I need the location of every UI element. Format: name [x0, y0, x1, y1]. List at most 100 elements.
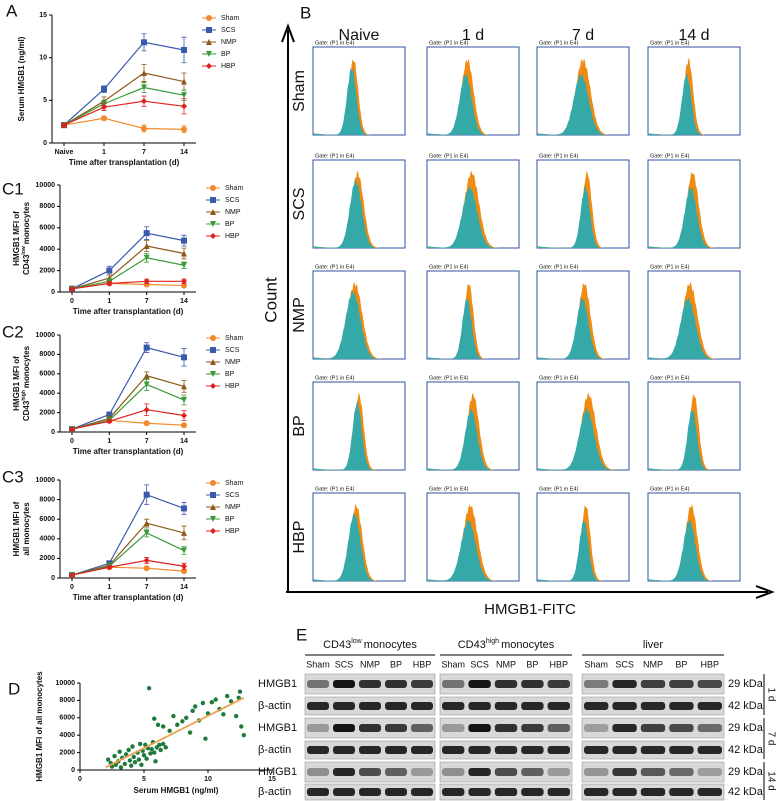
y-tick-label: 4000 — [39, 390, 55, 397]
legend-marker — [210, 335, 216, 341]
y-axis-label: HMGB1 MFI ofCD43low monocytes — [12, 201, 31, 275]
series-line — [63, 86, 185, 126]
gate-label: Gate: (P1 in E4) — [315, 264, 355, 270]
blot-band — [697, 746, 722, 754]
scatter-point — [118, 765, 124, 770]
y-axis-label-line: HMGB1 MFI of — [12, 356, 21, 411]
marker — [181, 422, 187, 429]
y-tick-label: 15 — [39, 12, 47, 19]
column-label: 7 d — [572, 27, 594, 44]
series-line — [63, 100, 185, 126]
scatter-point — [175, 722, 180, 727]
x-tick-label: 1 — [102, 149, 106, 156]
x-tick-label: 14 — [180, 584, 188, 591]
scatter-point — [228, 699, 234, 704]
blot-band — [584, 702, 609, 710]
gate-label: Gate: (P1 in E4) — [650, 40, 690, 46]
legend-label: BP — [225, 516, 235, 523]
marker — [143, 344, 150, 351]
y-tick-label: 10000 — [36, 182, 56, 189]
fit-line — [105, 696, 245, 769]
row-label: β-actin — [258, 744, 291, 756]
legend-marker — [210, 371, 216, 377]
lane-label: Sham — [306, 659, 330, 669]
blot-band — [385, 724, 407, 732]
histogram-teal — [537, 298, 629, 359]
marker — [69, 285, 75, 292]
blot-band — [307, 746, 329, 754]
marker — [143, 406, 150, 413]
legend-label: Sham — [221, 15, 239, 22]
blot-band — [669, 680, 694, 688]
y-tick-label: 8000 — [59, 697, 75, 704]
legend-label: Sham — [225, 335, 243, 342]
blot-band — [584, 724, 609, 732]
blot-band — [359, 746, 381, 754]
y-axis-label-line: monocytes — [22, 345, 31, 388]
blot-band — [468, 746, 491, 754]
marker — [181, 92, 187, 99]
marker — [106, 564, 113, 571]
lane-label: SCS — [615, 659, 634, 669]
marker — [143, 565, 150, 572]
blot-band — [385, 746, 407, 754]
y-tick-label: 0 — [51, 575, 55, 582]
blot-band — [612, 746, 637, 754]
histogram-teal — [313, 179, 405, 248]
histogram-teal — [537, 408, 629, 470]
blot-band — [612, 788, 637, 796]
series-line — [71, 280, 184, 290]
scatter-point — [137, 741, 143, 747]
legend-label: SCS — [225, 492, 240, 499]
x-axis-label: Time after transplantation (d) — [73, 593, 184, 602]
histogram-teal — [427, 299, 519, 359]
marker — [143, 381, 150, 388]
column-label: 14 d — [678, 27, 709, 44]
blot-band — [411, 788, 433, 796]
gate-label: Gate: (P1 in E4) — [315, 153, 355, 159]
blot-band — [442, 680, 465, 688]
y-axis-label-line: HMGB1 MFI of — [12, 501, 21, 556]
gate-label: Gate: (P1 in E4) — [429, 153, 469, 159]
scatter-point — [136, 757, 142, 762]
marker — [181, 282, 187, 289]
gate-label: Gate: (P1 in E4) — [650, 264, 690, 270]
x-tick-label: 7 — [145, 438, 149, 445]
legend-marker — [210, 185, 216, 191]
y-tick-label: 10000 — [56, 680, 76, 687]
blot-band — [359, 768, 381, 776]
panel-label: B — [300, 3, 311, 22]
scatter-point — [184, 715, 189, 720]
blot-band — [385, 702, 407, 710]
blot-band — [584, 680, 609, 688]
blot-band — [442, 746, 465, 754]
scatter-point — [225, 693, 230, 699]
y-tick-label: 2000 — [39, 267, 55, 274]
histogram-teal — [537, 73, 629, 135]
marker — [143, 254, 150, 261]
blot-band — [640, 702, 666, 710]
blot-band — [307, 680, 329, 688]
group-label-sup: high — [486, 638, 499, 645]
legend-label: SCS — [221, 27, 236, 34]
series-line — [71, 245, 185, 290]
group-label-part: monocytes — [364, 639, 418, 651]
y-axis-label-line: CD43 — [22, 254, 31, 275]
column-label: Naive — [339, 27, 380, 44]
histogram-teal — [537, 186, 629, 248]
marker — [181, 547, 187, 554]
blot-band — [307, 788, 329, 796]
scatter-point — [180, 719, 185, 724]
marker — [143, 557, 150, 564]
scatter-point — [239, 724, 244, 729]
blot-band — [333, 788, 355, 796]
blot-band — [468, 702, 491, 710]
marker — [181, 278, 187, 285]
x-tick-label: 15 — [268, 776, 276, 783]
scatter-point — [117, 749, 122, 754]
legend-label: NMP — [225, 359, 241, 366]
scatter-point — [161, 724, 166, 729]
blot-band — [697, 702, 722, 710]
legend-marker — [206, 15, 212, 21]
panel-label: A — [6, 1, 18, 20]
